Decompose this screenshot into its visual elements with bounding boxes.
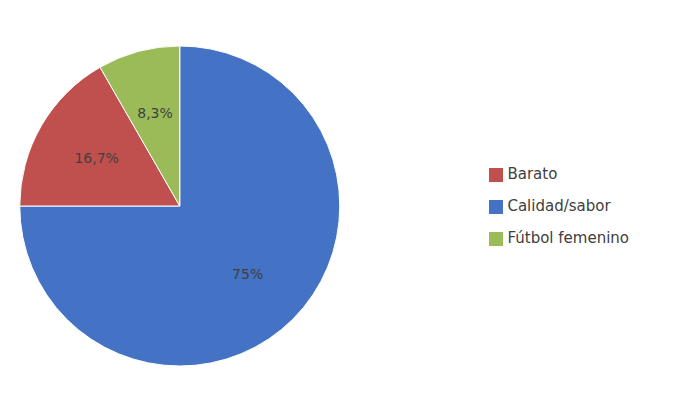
svg-text:75%: 75% <box>232 266 263 282</box>
svg-text:16,7%: 16,7% <box>74 150 118 166</box>
svg-text:8,3%: 8,3% <box>137 105 173 121</box>
html-text:Calidad/sabor: Calidad/sabor <box>507 197 611 215</box>
html-text:Fútbol femenino: Fútbol femenino <box>507 229 629 247</box>
html-text:Barato: Barato <box>507 165 558 183</box>
